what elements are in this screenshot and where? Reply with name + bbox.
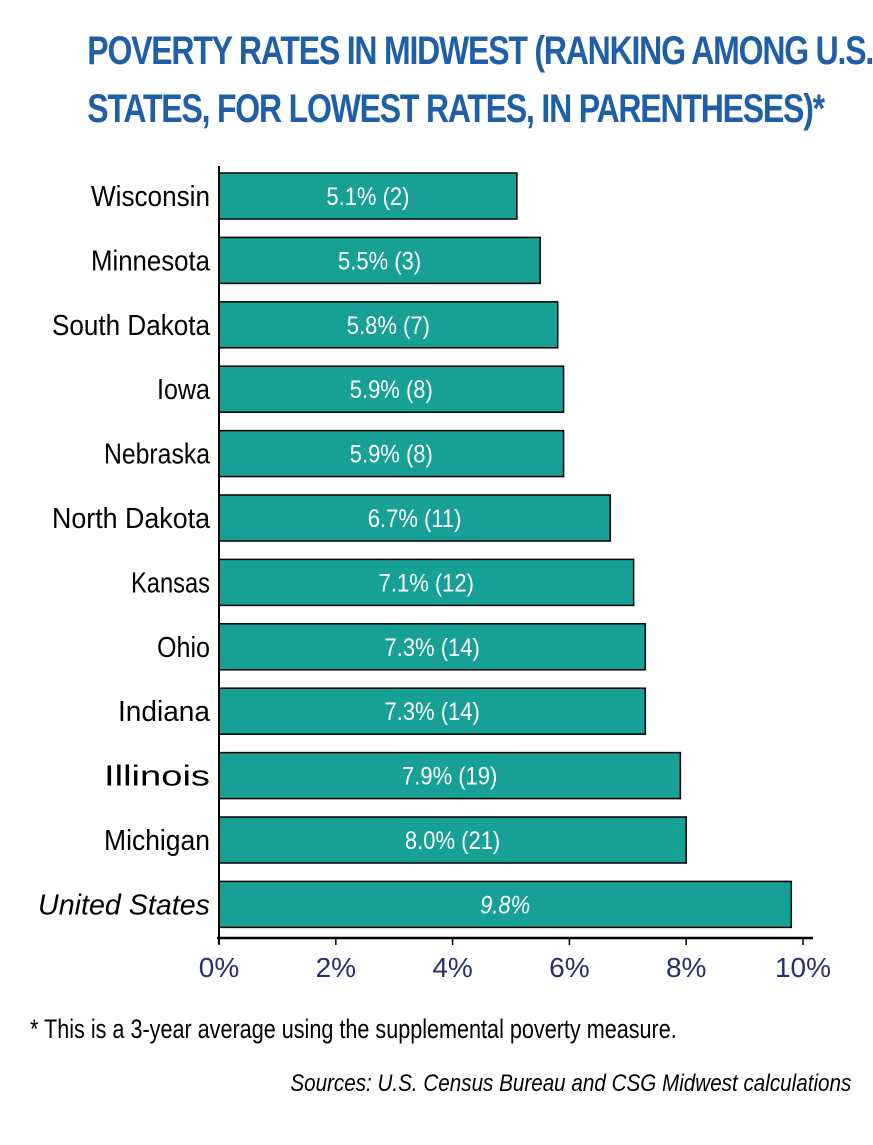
bar-north-dakota <box>218 494 612 542</box>
data-label-michigan: 8.0% (21) <box>405 827 500 855</box>
chart-title-line-2: STATES, FOR LOWEST RATES, IN PARENTHESES… <box>87 87 825 131</box>
data-label-north-dakota: 6.7% (11) <box>368 505 462 533</box>
data-label-kansas: 7.1% (12) <box>379 569 474 597</box>
data-label-illinois: 7.9% (19) <box>402 762 497 790</box>
category-label-kansas: Kansas <box>131 567 210 599</box>
category-label-north-dakota: North Dakota <box>52 503 211 535</box>
chart-title: POVERTY RATES IN MIDWEST (RANKING AMONG … <box>87 22 873 138</box>
category-label-united-states: United States <box>38 889 210 921</box>
bar-iowa <box>218 365 565 413</box>
bar-michigan <box>218 816 687 864</box>
category-label-nebraska: Nebraska <box>104 439 211 471</box>
category-label-wisconsin: Wisconsin <box>91 181 210 213</box>
source-note: Sources: U.S. Census Bureau and CSG Midw… <box>290 1070 851 1097</box>
data-label-united-states: 9.8% <box>480 891 530 919</box>
data-label-ohio: 7.3% (14) <box>384 634 479 662</box>
footnote: * This is a 3-year average using the sup… <box>30 1014 677 1044</box>
x-tick-label-2: 2% <box>316 952 356 983</box>
data-label-south-dakota: 5.8% (7) <box>347 312 430 340</box>
category-label-ohio: Ohio <box>157 632 210 664</box>
category-label-minnesota: Minnesota <box>91 245 211 277</box>
bar-illinois <box>218 751 682 800</box>
bar-south-dakota <box>218 301 559 349</box>
data-label-iowa: 5.9% (8) <box>350 376 433 404</box>
category-label-south-dakota: South Dakota <box>52 310 211 342</box>
data-label-indiana: 7.3% (14) <box>384 698 479 726</box>
category-label-illinois: Illinois <box>104 761 210 793</box>
category-label-iowa: Iowa <box>157 374 211 406</box>
x-tick-label-6: 6% <box>549 952 589 983</box>
x-tick-label-8: 8% <box>666 952 706 983</box>
x-tick-label-10: 10% <box>775 952 831 983</box>
bar-kansas <box>218 558 635 607</box>
bar-united-states <box>218 880 793 929</box>
data-label-nebraska: 5.9% (8) <box>350 440 433 468</box>
bar-indiana <box>218 687 647 735</box>
chart-title-line-1: POVERTY RATES IN MIDWEST (RANKING AMONG … <box>87 29 873 73</box>
category-label-michigan: Michigan <box>104 825 210 857</box>
bar-nebraska <box>218 429 565 478</box>
bar-ohio <box>218 623 647 671</box>
category-label-indiana: Indiana <box>118 696 211 728</box>
data-label-wisconsin: 5.1% (2) <box>326 183 409 211</box>
x-tick-label-0: 0% <box>199 952 239 983</box>
bar-wisconsin <box>218 172 518 220</box>
x-tick-label-4: 4% <box>432 952 472 983</box>
data-label-minnesota: 5.5% (3) <box>338 247 421 275</box>
bar-chart: Wisconsin 5.1% (2) Minnesota 5.5% (3) South … <box>38 166 831 983</box>
